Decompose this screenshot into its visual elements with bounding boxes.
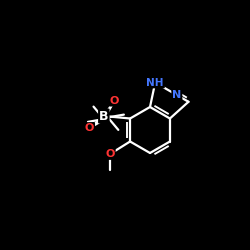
- Text: O: O: [106, 149, 115, 159]
- Text: B: B: [99, 110, 108, 122]
- Text: N: N: [172, 90, 182, 100]
- Text: O: O: [110, 96, 119, 106]
- Text: NH: NH: [146, 78, 164, 88]
- Text: O: O: [85, 123, 94, 133]
